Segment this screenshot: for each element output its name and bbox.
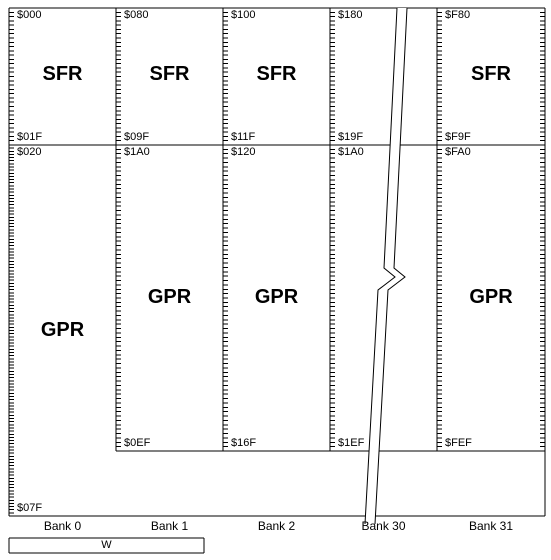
- bank-label-4: Bank 31: [437, 519, 545, 533]
- region-gpr-0: GPR: [9, 319, 116, 342]
- addr-top-2: $100: [231, 9, 255, 21]
- bank-label-3: Bank 30: [330, 519, 437, 533]
- region-sfr-4: SFR: [437, 63, 545, 86]
- addr-top-3: $180: [338, 9, 362, 21]
- region-gpr-1: GPR: [116, 286, 223, 309]
- addr-gpr-start-3: $1A0: [338, 146, 364, 158]
- addr-sfr-end-4: $F9F: [445, 131, 471, 143]
- addr-gpr-start-4: $FA0: [445, 146, 471, 158]
- addr-gpr-start-0: $020: [17, 146, 41, 158]
- region-gpr-2: GPR: [223, 286, 330, 309]
- region-gpr-4: GPR: [437, 286, 545, 309]
- region-sfr-2: SFR: [223, 63, 330, 86]
- addr-top-0: $000: [17, 9, 41, 21]
- bank-label-2: Bank 2: [223, 519, 330, 533]
- addr-sfr-end-2: $11F: [231, 131, 255, 143]
- region-sfr-0: SFR: [9, 63, 116, 86]
- addr-gpr-end-2: $16F: [231, 437, 256, 449]
- addr-sfr-end-1: $09F: [124, 131, 149, 143]
- w-register-label: W: [9, 539, 204, 551]
- addr-top-1: $080: [124, 9, 148, 21]
- addr-gpr-end-3: $1EF: [338, 437, 364, 449]
- addr-gpr-end-4: $FEF: [445, 437, 472, 449]
- memory-map-diagram: $000 $01F $020 $07F SFR GPR Bank 0 $080 $09F $1A0…: [0, 0, 551, 560]
- addr-top-4: $F80: [445, 9, 470, 21]
- addr-sfr-end-0: $01F: [17, 131, 42, 143]
- addr-gpr-start-2: $120: [231, 146, 255, 158]
- region-sfr-1: SFR: [116, 63, 223, 86]
- addr-sfr-end-3: $19F: [338, 131, 363, 143]
- bank-label-0: Bank 0: [9, 519, 116, 533]
- bank-label-1: Bank 1: [116, 519, 223, 533]
- addr-gpr-end-1: $0EF: [124, 437, 150, 449]
- addr-gpr-start-1: $1A0: [124, 146, 150, 158]
- addr-gpr-end-0: $07F: [17, 502, 42, 514]
